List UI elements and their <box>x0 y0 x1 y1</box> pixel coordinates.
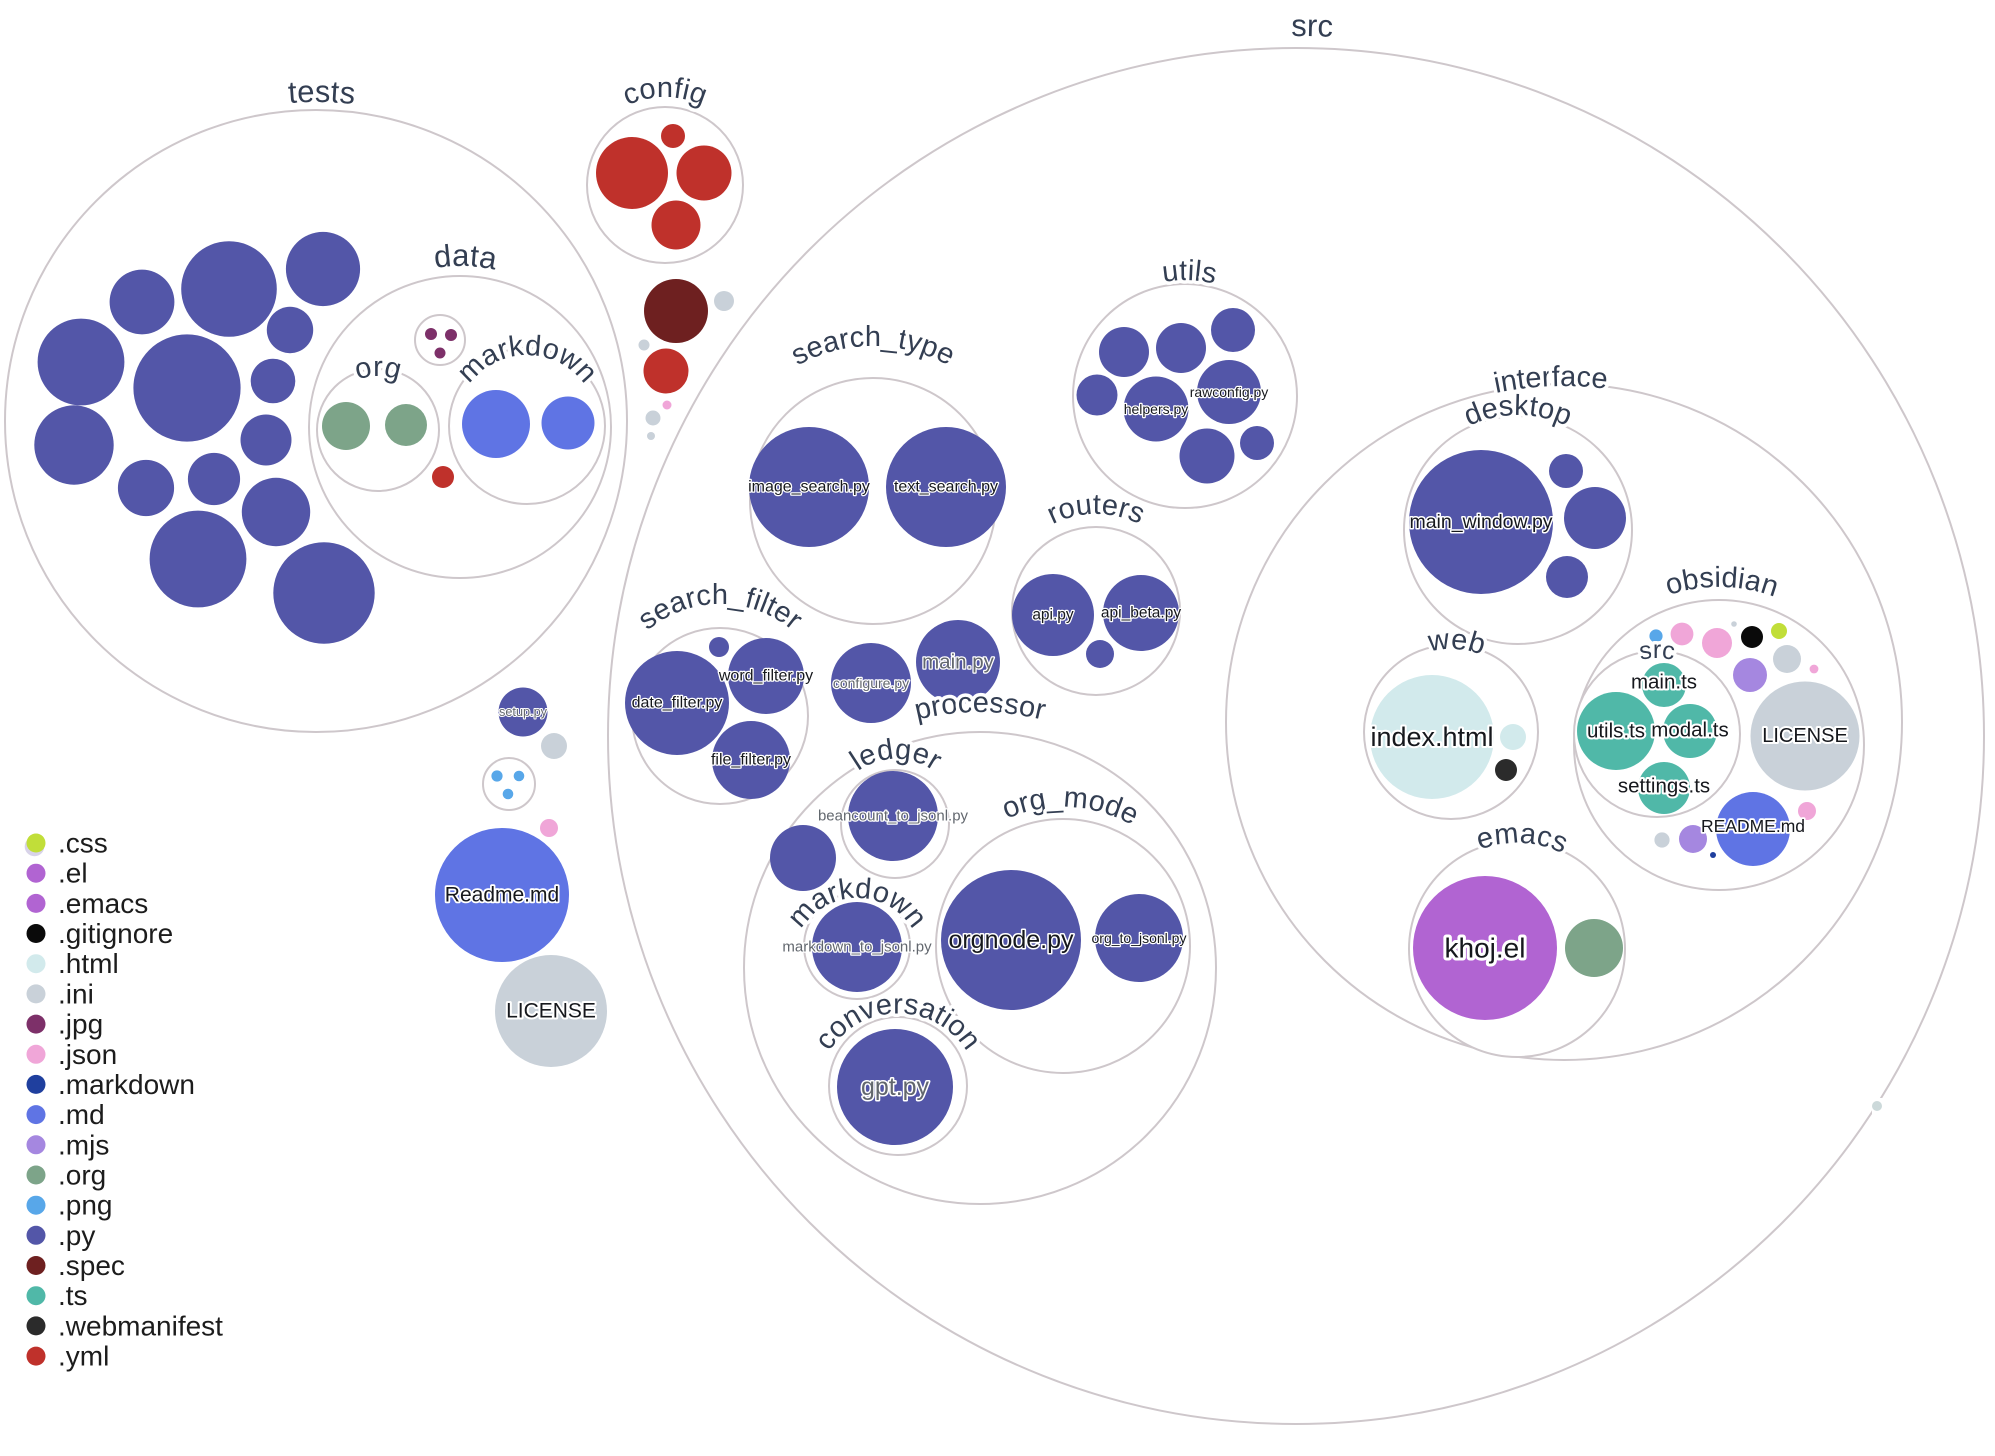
svg-text:.org: .org <box>58 1160 106 1191</box>
svg-text:image_search.py: image_search.py <box>748 479 870 496</box>
svg-text:helpers.py: helpers.py <box>1124 401 1189 417</box>
svg-text:.gitignore: .gitignore <box>58 918 173 949</box>
svg-text:LICENSE: LICENSE <box>1762 725 1848 747</box>
svg-text:src: src <box>1637 636 1676 666</box>
svg-text:.md: .md <box>58 1099 105 1130</box>
svg-text:orgnode.py: orgnode.py <box>948 926 1074 954</box>
svg-text:configure.py: configure.py <box>833 675 909 691</box>
svg-text:data: data <box>432 238 500 277</box>
svg-text:utils.ts: utils.ts <box>1587 720 1645 743</box>
svg-text:index.html: index.html <box>1370 722 1493 752</box>
svg-text:modal.ts: modal.ts <box>1651 719 1728 742</box>
svg-text:README.md: README.md <box>1701 816 1805 836</box>
svg-text:.spec: .spec <box>58 1250 125 1281</box>
svg-text:.yml: .yml <box>58 1341 109 1372</box>
svg-text:utils: utils <box>1160 255 1219 291</box>
svg-text:markdown_to_jsonl.py: markdown_to_jsonl.py <box>782 939 932 956</box>
svg-text:settings.ts: settings.ts <box>1618 775 1710 798</box>
svg-text:khoj.el: khoj.el <box>1445 933 1526 964</box>
svg-text:.py: .py <box>58 1220 95 1251</box>
svg-text:tests: tests <box>287 74 357 111</box>
svg-text:gpt.py: gpt.py <box>861 1073 930 1101</box>
svg-text:.css: .css <box>58 828 108 859</box>
svg-text:.el: .el <box>58 858 88 889</box>
svg-text:main_window.py: main_window.py <box>1409 511 1552 533</box>
svg-text:.mjs: .mjs <box>58 1129 109 1160</box>
svg-text:.ini: .ini <box>58 978 94 1009</box>
svg-text:text_search.py: text_search.py <box>894 479 998 496</box>
svg-text:.webmanifest: .webmanifest <box>58 1310 223 1341</box>
svg-text:main.ts: main.ts <box>1631 671 1697 694</box>
svg-text:beancount_to_jsonl.py: beancount_to_jsonl.py <box>818 808 969 825</box>
svg-text:main.py: main.py <box>922 651 995 674</box>
svg-text:src: src <box>1291 8 1334 44</box>
svg-text:.emacs: .emacs <box>58 888 148 919</box>
svg-text:.png: .png <box>58 1190 113 1221</box>
svg-text:.html: .html <box>58 948 119 979</box>
svg-text:org_to_jsonl.py: org_to_jsonl.py <box>1092 930 1187 946</box>
svg-text:org: org <box>351 351 404 386</box>
svg-text:LICENSE: LICENSE <box>506 1000 596 1023</box>
svg-text:file_filter.py: file_filter.py <box>711 752 791 769</box>
svg-text:.markdown: .markdown <box>58 1069 195 1100</box>
svg-text:.json: .json <box>58 1039 117 1070</box>
svg-text:Readme.md: Readme.md <box>445 884 559 907</box>
svg-text:.ts: .ts <box>58 1280 88 1311</box>
svg-text:rawconfig.py: rawconfig.py <box>1190 384 1269 400</box>
svg-text:setup.py: setup.py <box>499 705 548 719</box>
svg-text:web: web <box>1425 623 1489 661</box>
svg-text:api_beta.py: api_beta.py <box>1101 605 1181 622</box>
svg-text:api.py: api.py <box>1032 607 1074 624</box>
svg-text:date_filter.py: date_filter.py <box>632 695 723 712</box>
svg-text:.jpg: .jpg <box>58 1009 103 1040</box>
svg-text:word_filter.py: word_filter.py <box>718 668 813 685</box>
